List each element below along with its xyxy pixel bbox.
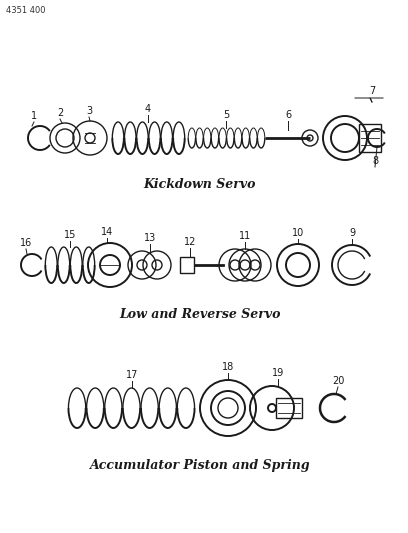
Text: 17: 17 [126, 370, 138, 380]
Text: 14: 14 [101, 227, 113, 237]
Text: 4351 400: 4351 400 [6, 6, 46, 15]
Text: 11: 11 [239, 231, 251, 241]
Text: 15: 15 [64, 230, 76, 240]
Text: 4: 4 [145, 104, 151, 114]
Text: 18: 18 [222, 362, 234, 372]
Text: 8: 8 [372, 156, 378, 166]
Bar [180, 257, 194, 273]
Text: 6: 6 [285, 110, 291, 120]
Text: 16: 16 [20, 238, 32, 248]
Text: 20: 20 [332, 376, 344, 386]
Text: 12: 12 [184, 237, 196, 247]
Bar [276, 398, 302, 418]
Text: Low and Reverse Servo: Low and Reverse Servo [119, 309, 281, 321]
Text: 7: 7 [369, 86, 375, 96]
Text: 9: 9 [349, 228, 355, 238]
Text: 10: 10 [292, 228, 304, 238]
Text: Kickdown Servo: Kickdown Servo [144, 179, 256, 191]
Text: 5: 5 [223, 110, 229, 120]
Text: 13: 13 [144, 233, 156, 243]
Text: 1: 1 [31, 111, 37, 121]
Bar [359, 124, 381, 152]
Text: 2: 2 [57, 108, 63, 118]
Text: 3: 3 [86, 106, 92, 116]
Text: Accumulator Piston and Spring: Accumulator Piston and Spring [90, 459, 310, 472]
Text: 19: 19 [272, 368, 284, 378]
